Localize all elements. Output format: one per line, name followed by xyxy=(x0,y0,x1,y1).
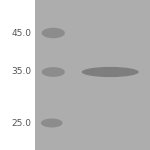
Text: 45.0: 45.0 xyxy=(12,28,32,38)
Text: 35.0: 35.0 xyxy=(11,68,32,76)
Ellipse shape xyxy=(42,67,65,77)
Ellipse shape xyxy=(42,28,65,38)
Ellipse shape xyxy=(82,67,139,77)
Ellipse shape xyxy=(41,118,63,127)
Text: 25.0: 25.0 xyxy=(12,118,32,127)
FancyBboxPatch shape xyxy=(35,0,150,150)
